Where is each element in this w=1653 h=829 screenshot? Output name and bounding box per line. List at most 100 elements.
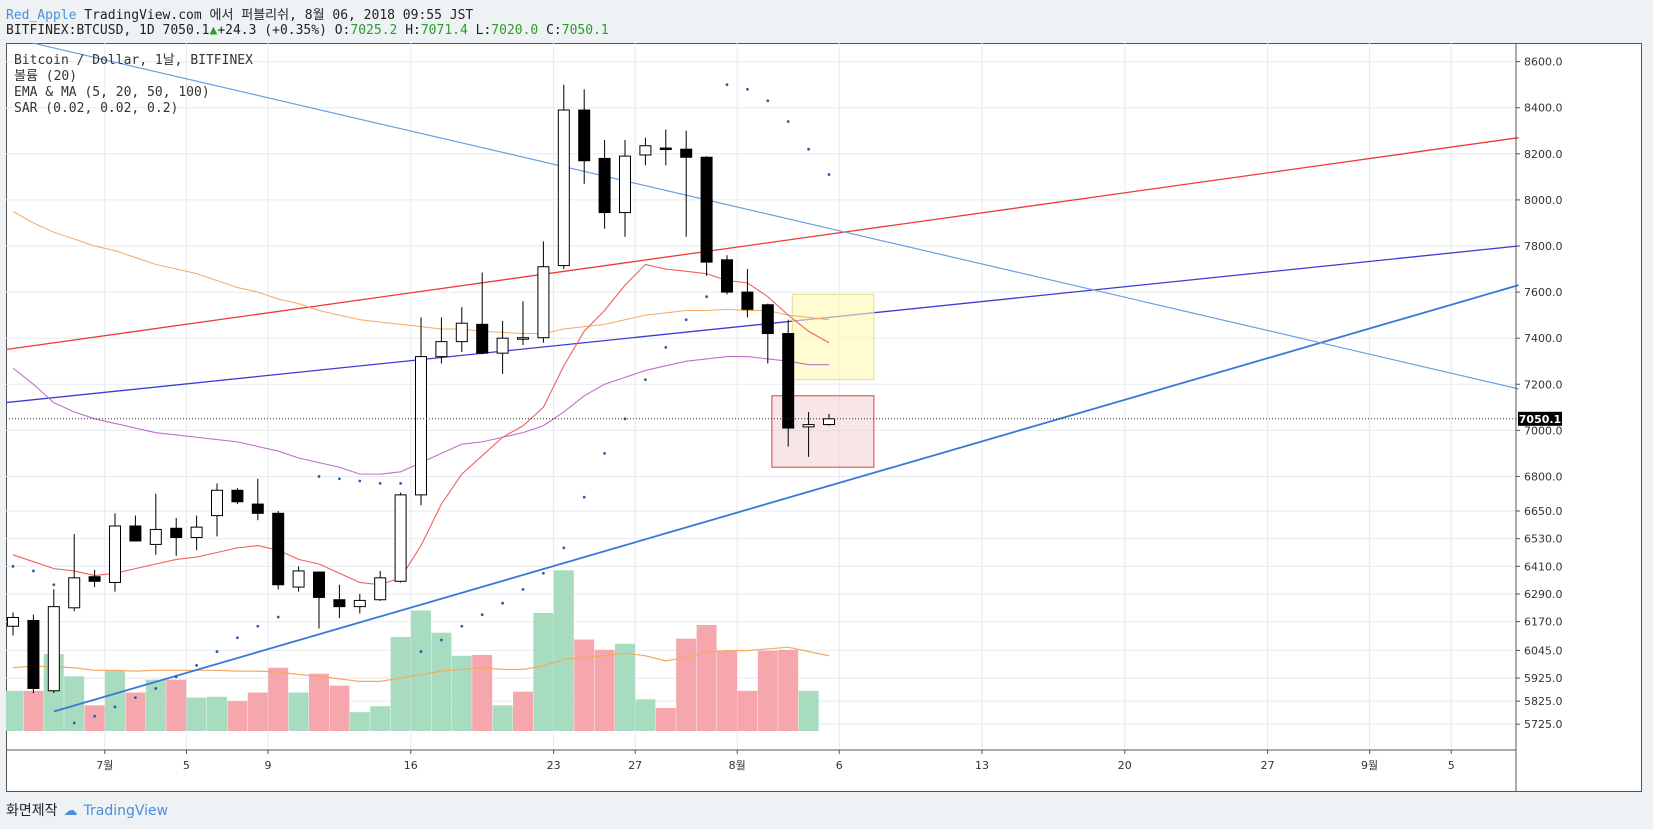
y-tick-label: 7400.0 [1524, 332, 1563, 345]
trendlines[interactable] [6, 43, 1519, 713]
y-tick-label: 6530.0 [1524, 533, 1563, 546]
candle-body [619, 155, 631, 214]
low-label: L: [475, 23, 492, 38]
sar-dot [317, 475, 321, 478]
x-tick-label: 7월 [96, 759, 113, 772]
y-tick-label: 8400.0 [1524, 102, 1563, 115]
candle-body [47, 606, 60, 692]
sar-dot [827, 173, 831, 176]
volume-bar [268, 667, 289, 731]
time-axis[interactable]: 7월 5 9 16 23 27 8월 6 13 20 27 9월 5 [6, 749, 1516, 772]
volume-bar [615, 643, 635, 731]
y-tick-label: 6650.0 [1524, 505, 1563, 518]
volume-bar [513, 691, 533, 731]
y-tick-label: 7200.0 [1524, 378, 1563, 391]
y-tick-label: 5925.0 [1524, 672, 1563, 685]
sar-dot [644, 378, 647, 382]
volume-bar [105, 670, 125, 731]
sar-dots [11, 83, 831, 725]
tradingview-brand[interactable]: TradingView [83, 803, 169, 819]
price-chart[interactable]: 7050.1 8600.0 8400.0 8200.0 8000.0 7800.0 760… [6, 43, 1642, 792]
candle-body [639, 145, 652, 156]
publish-text: TradingView.com 에서 퍼블리쉬, 8월 06, 2018 09:… [84, 8, 474, 23]
sar-dot [93, 714, 96, 718]
high-value: 7071.4 [420, 23, 468, 38]
low-value: 7020.0 [491, 23, 539, 38]
candle-body [394, 494, 407, 582]
sar-dot [154, 687, 158, 690]
candle-body [7, 616, 19, 627]
symbol-ohlc-header: BITFINEX:BTCUSD, 1D 7050.1▲+24.3 (+0.35%… [6, 23, 609, 38]
sar-dot [276, 615, 280, 619]
volume-bar [574, 639, 595, 731]
y-tick-label: 7600.0 [1524, 286, 1563, 299]
sar-dot [215, 650, 219, 653]
volume-bar [472, 654, 493, 731]
volume-bar [64, 676, 85, 731]
volume-bar [778, 649, 799, 731]
candle-body [517, 337, 529, 340]
volume-bar [737, 690, 758, 731]
price-axis[interactable]: 8600.0 8400.0 8200.0 8000.0 7800.0 7600.0 7400… [1515, 43, 1563, 792]
candle-body [598, 157, 611, 214]
y-tick-label: 8600.0 [1524, 56, 1563, 69]
candle-body [700, 156, 713, 263]
close-label: C: [546, 23, 562, 38]
volume-bar [431, 632, 452, 731]
candle-body [802, 424, 815, 428]
tradingview-cloud-icon[interactable]: ☁ [63, 803, 78, 819]
candle-body [415, 356, 427, 496]
candle-body [496, 337, 509, 354]
chart-legend: Bitcoin / Dollar, 1날, BITFINEX 볼륨 (20) E… [14, 53, 253, 116]
candle-body [761, 304, 774, 335]
change-text: +24.3 (+0.35%) [217, 23, 327, 38]
volume-bar [349, 712, 370, 731]
x-tick-label: 27 [628, 759, 642, 772]
volume-bar [309, 673, 329, 731]
open-value: 7025.2 [350, 23, 398, 38]
last-price-label: 7050.1 [1519, 413, 1561, 426]
ema-red-series [12, 263, 830, 586]
sar-dot [705, 295, 708, 299]
candle-body [823, 418, 835, 426]
sar-dot [52, 583, 56, 587]
highlight-box [791, 293, 875, 381]
y-tick-label: 6800.0 [1524, 470, 1563, 483]
sar-dot [419, 650, 423, 653]
trendline [6, 137, 1519, 351]
volume-bar [288, 692, 309, 731]
x-tick-label: 23 [547, 759, 561, 772]
sar-dot [134, 696, 137, 700]
volume-ma-series [12, 646, 830, 683]
x-tick-label: 13 [975, 759, 989, 772]
candle-body [741, 291, 754, 310]
legend-volume: 볼륨 (20) [14, 69, 77, 84]
trendline [6, 245, 1519, 404]
symbol-text: BITFINEX:BTCUSD, 1D 7050.1 [6, 23, 210, 38]
author-link[interactable]: Red_Apple [6, 8, 77, 23]
y-tick-label: 7800.0 [1524, 240, 1563, 253]
y-tick-label: 8000.0 [1524, 194, 1563, 207]
candle-body [149, 528, 162, 545]
volume-bar [23, 690, 44, 731]
x-tick-label: 5 [1448, 759, 1455, 772]
open-label: O: [334, 23, 351, 38]
candle-body [455, 322, 468, 343]
sar-dot [480, 613, 484, 617]
legend-symbol: Bitcoin / Dollar, 1날, BITFINEX [14, 53, 253, 68]
volume-bar [411, 610, 431, 731]
candle-body [251, 503, 264, 514]
candles [7, 84, 835, 694]
volume-bar [166, 679, 187, 731]
close-value: 7050.1 [561, 23, 609, 38]
candle-body [292, 570, 305, 588]
trendline [33, 43, 1519, 390]
sar-dot [521, 587, 525, 591]
x-tick-label: 8월 [729, 759, 746, 772]
chart-publish-header: Red_Apple TradingView.com 에서 퍼블리쉬, 8월 06… [6, 4, 473, 23]
volume-bar [207, 696, 227, 731]
candle-body [170, 527, 183, 539]
sar-dot [399, 481, 402, 485]
candle-body [578, 109, 591, 162]
y-tick-label: 8200.0 [1524, 148, 1563, 161]
